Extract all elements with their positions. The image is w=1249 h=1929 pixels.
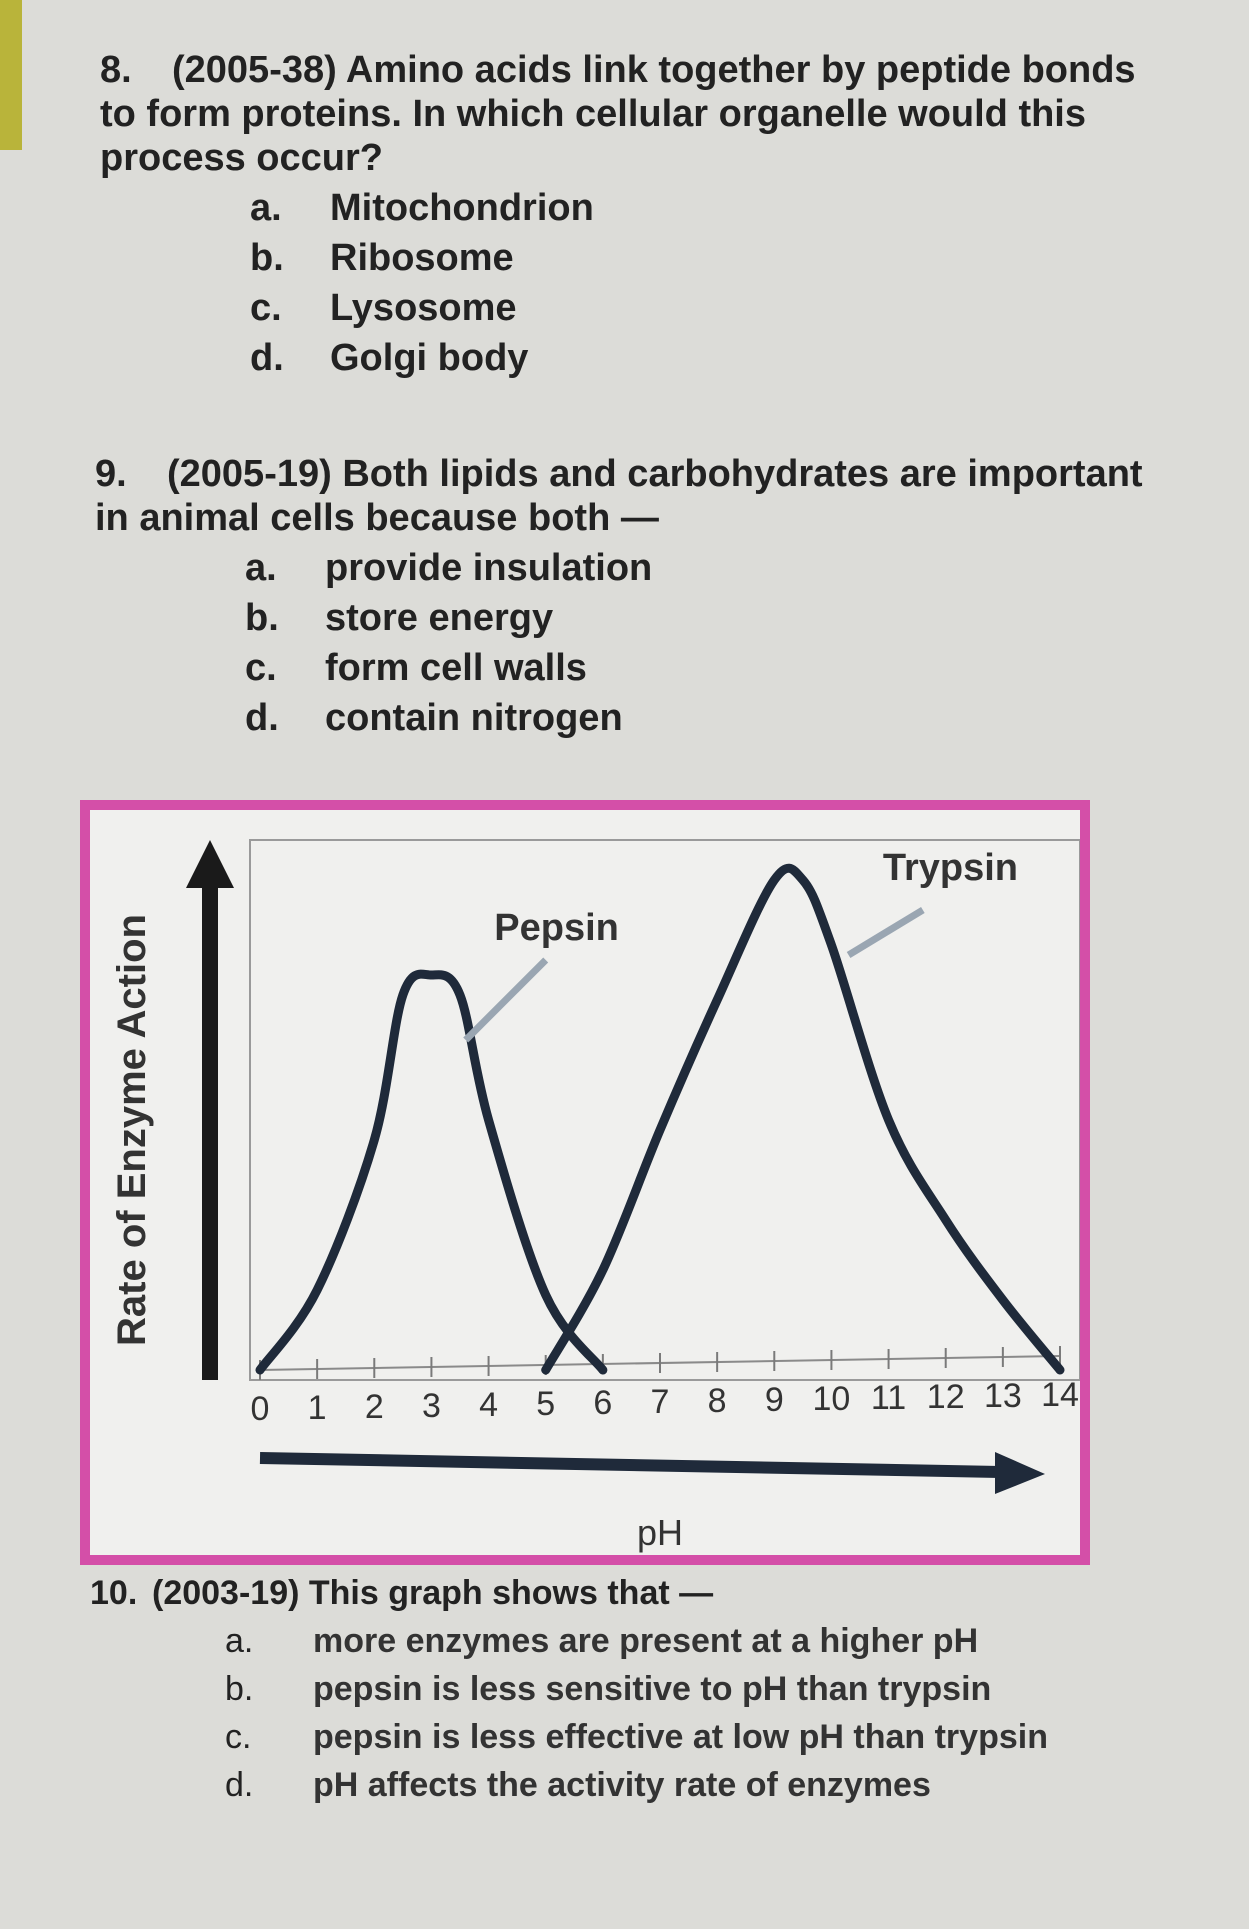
choice-letter: d. [250, 337, 284, 379]
plot-border [249, 839, 1080, 1381]
series-label-trypsin: Trypsin [883, 847, 1018, 889]
x-tick-label: 12 [927, 1378, 965, 1416]
answer-choice[interactable]: b. Ribosome [250, 236, 1180, 280]
question-stem: (2003-19) This graph shows that — [152, 1574, 714, 1612]
chart-curves [255, 863, 1065, 1375]
answer-choice[interactable]: d. Golgi body [250, 336, 1180, 380]
x-tick-label: 0 [251, 1390, 270, 1428]
trypsin-label-pointer [846, 907, 925, 958]
x-axis-arrow-shaft [259, 1452, 1001, 1478]
answer-choice[interactable]: b. store energy [245, 596, 1175, 640]
choice-text: Lysosome [330, 287, 517, 329]
choice-text: Mitochondrion [330, 187, 594, 229]
y-axis-arrowhead [186, 840, 234, 888]
x-tick-label: 1 [308, 1389, 327, 1427]
x-tick-label: 11 [871, 1379, 906, 1417]
choice-letter: a. [225, 1622, 254, 1660]
choice-letter: c. [225, 1718, 252, 1756]
answer-choice[interactable]: c. pepsin is less effective at low pH tha… [225, 1716, 1190, 1758]
question-number: 9. [95, 453, 127, 495]
answer-choices: a. more enzymes are present at a higher p… [225, 1620, 1190, 1806]
answer-choice[interactable]: d. pH affects the activity rate of enzyme… [225, 1764, 1190, 1806]
choice-letter: c. [245, 647, 277, 689]
series-line-trypsin [541, 863, 1065, 1375]
x-tick-label: 10 [813, 1380, 851, 1418]
question-number: 8. [100, 49, 132, 91]
question-9: 9. (2005-19) Both lipids and carbohydrate… [95, 452, 1175, 746]
question-8: 8. (2005-38) Amino acids link together by… [100, 48, 1180, 386]
choice-text: store energy [325, 597, 554, 639]
choice-letter: b. [245, 597, 279, 639]
chart-axes [186, 839, 1080, 1494]
choice-text: Golgi body [330, 337, 529, 379]
y-axis-label: Rate of Enzyme Action [110, 914, 154, 1346]
enzyme-chart-frame: 0 1 2 3 4 5 6 7 8 9 10 11 12 13 14 pH Rate of Enzyme Act… [80, 800, 1090, 1565]
x-axis-arrowhead [995, 1452, 1045, 1494]
answer-choices: a. Mitochondrion b. Ribosome c. Lysosome d.… [250, 186, 1180, 380]
choice-letter: d. [245, 697, 279, 739]
choice-text: contain nitrogen [325, 697, 623, 739]
question-10: 10. (2003-19) This graph shows that — a. m… [90, 1572, 1190, 1812]
choice-text: more enzymes are present at a higher pH [313, 1622, 979, 1660]
x-tick-label: 14 [1041, 1376, 1079, 1414]
question-stem: (2005-19) Both lipids and carbohydrates … [95, 453, 1143, 539]
x-tick-label: 6 [593, 1384, 612, 1422]
choice-text: pepsin is less effective at low pH than … [313, 1718, 1048, 1756]
answer-choice[interactable]: a. provide insulation [245, 546, 1175, 590]
choice-text: pH affects the activity rate of enzymes [313, 1766, 931, 1804]
x-tick-label: 5 [536, 1385, 555, 1423]
choice-letter: b. [250, 237, 284, 279]
answer-choice[interactable]: a. more enzymes are present at a higher p… [225, 1620, 1190, 1662]
series-label-pepsin: Pepsin [494, 907, 619, 949]
answer-choices: a. provide insulation b. store energy c. fo… [245, 546, 1175, 740]
x-tick-label: 13 [984, 1377, 1022, 1415]
choice-letter: a. [250, 187, 282, 229]
choice-text: pepsin is less sensitive to pH than tryp… [313, 1670, 992, 1708]
choice-text: provide insulation [325, 547, 653, 589]
choice-letter: d. [225, 1766, 254, 1804]
x-tick-label: 8 [708, 1382, 727, 1420]
question-number: 10. [90, 1574, 138, 1612]
x-tick-label: 4 [479, 1386, 498, 1424]
x-axis-label: pH [637, 1512, 683, 1553]
pepsin-label-pointer [463, 957, 549, 1043]
x-tick-label: 2 [365, 1388, 384, 1426]
x-tick-label: 3 [422, 1387, 441, 1425]
answer-choice[interactable]: c. Lysosome [250, 286, 1180, 330]
series-line-pepsin [255, 969, 608, 1375]
x-tick-label: 7 [651, 1383, 670, 1421]
choice-letter: c. [250, 287, 282, 329]
answer-choice[interactable]: d. contain nitrogen [245, 696, 1175, 740]
choice-text: Ribosome [330, 237, 514, 279]
choice-letter: a. [245, 547, 277, 589]
choice-letter: b. [225, 1670, 254, 1708]
choice-text: form cell walls [325, 647, 587, 689]
answer-choice[interactable]: b. pepsin is less sensitive to pH than tr… [225, 1668, 1190, 1710]
answer-choice[interactable]: c. form cell walls [245, 646, 1175, 690]
page-edge-mark [0, 0, 22, 150]
x-tick-label: 9 [765, 1381, 784, 1419]
question-stem: (2005-38) Amino acids link together by p… [100, 49, 1136, 179]
answer-choice[interactable]: a. Mitochondrion [250, 186, 1180, 230]
